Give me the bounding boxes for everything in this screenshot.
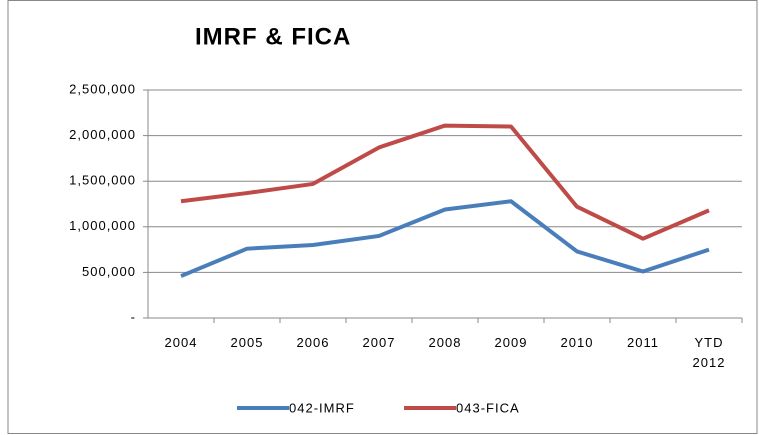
chart-border xyxy=(7,0,758,434)
chart-title: IMRF & FICA xyxy=(195,23,351,50)
x-tick-label: YTD 2012 xyxy=(692,335,726,370)
x-tick-label: 2006 xyxy=(296,335,330,350)
y-tick-label: 2,000,000 xyxy=(69,127,136,142)
legend-label: 042-IMRF xyxy=(289,400,355,415)
y-tick-label: - xyxy=(131,309,136,324)
series-line xyxy=(180,123,710,241)
y-tick-label: 1,500,000 xyxy=(69,173,136,188)
x-tick-label: 2005 xyxy=(230,335,264,350)
x-tick-label: 2007 xyxy=(362,335,396,350)
x-tick-label: 2004 xyxy=(164,335,198,350)
y-tick-label: 1,000,000 xyxy=(69,218,136,233)
x-tick-label: 2011 xyxy=(627,335,659,350)
y-tick-label: 500,000 xyxy=(82,264,136,279)
series-line xyxy=(180,199,710,278)
legend-label: 043-FICA xyxy=(456,400,520,415)
x-tick-label: 2010 xyxy=(560,335,594,350)
x-tick-label: 2009 xyxy=(494,335,528,350)
x-tick-label: 2008 xyxy=(428,335,462,350)
y-tick-label: 2,500,000 xyxy=(69,81,136,96)
